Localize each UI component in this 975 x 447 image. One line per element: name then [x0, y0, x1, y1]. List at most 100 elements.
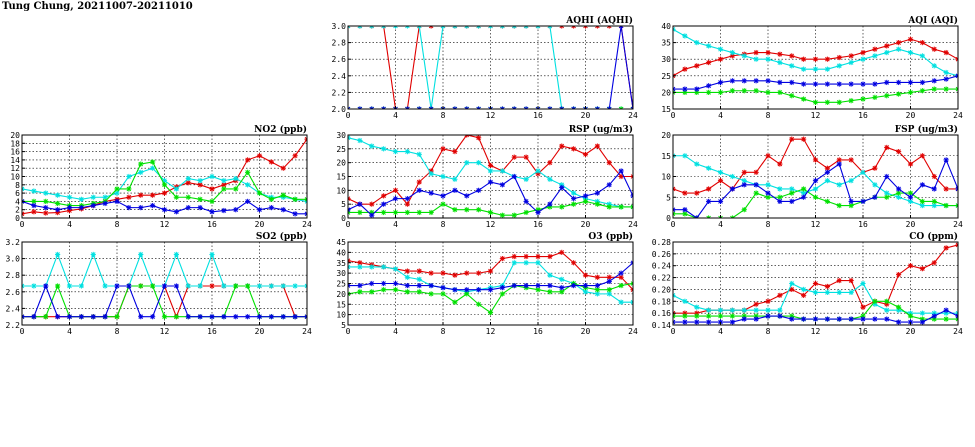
- data-point-red-d2: [304, 138, 307, 142]
- data-point-cyan: [357, 264, 363, 270]
- data-point-blue-d2: [547, 283, 553, 288]
- data-point-blue: [78, 314, 84, 320]
- data-point-cyan: [22, 283, 25, 289]
- data-point-blue-d2: [606, 279, 612, 284]
- data-point-blue: [511, 106, 517, 109]
- data-point-blue-d1: [955, 186, 958, 190]
- data-point-green: [392, 287, 399, 293]
- data-point-green: [717, 313, 724, 319]
- data-point-blue-d2: [348, 207, 351, 211]
- data-point-blue: [765, 313, 771, 319]
- data-point-cyan-d2: [416, 26, 420, 29]
- data-point-green-d2: [777, 194, 783, 200]
- data-point-blue-d2: [430, 106, 434, 109]
- data-point-cyan: [753, 56, 759, 62]
- data-point-cyan-d2: [741, 178, 747, 183]
- data-point-red: [547, 160, 553, 166]
- data-point-green-d2: [464, 207, 470, 213]
- data-point-green: [848, 98, 854, 104]
- series-group: [348, 135, 633, 218]
- data-point-cyan: [896, 46, 902, 52]
- data-point-red-d2: [559, 250, 565, 255]
- y-tick-label: 2.8: [332, 39, 347, 48]
- data-point-green-d2: [884, 194, 890, 200]
- data-point-green: [717, 89, 724, 95]
- data-point-blue-d2: [428, 190, 434, 196]
- data-point-green-d2: [304, 198, 307, 202]
- data-point-red-d2: [606, 160, 612, 165]
- data-point-cyan-d2: [706, 165, 711, 171]
- data-point-cyan: [547, 176, 553, 182]
- data-point-blue-d2: [371, 106, 375, 109]
- data-point-green-d2: [765, 194, 771, 200]
- data-point-cyan: [523, 260, 529, 266]
- data-point-red-d2: [583, 152, 588, 157]
- data-point-blue: [464, 287, 470, 293]
- data-point-blue-d2: [500, 285, 505, 290]
- data-point-blue-d2: [741, 182, 747, 188]
- data-point-blue-d1: [304, 314, 307, 318]
- data-point-blue: [428, 106, 434, 109]
- data-point-blue: [618, 168, 624, 174]
- data-point-blue-d2: [162, 283, 167, 289]
- data-point-blue: [292, 211, 298, 217]
- data-point-blue-d2: [706, 83, 711, 89]
- data-point-cyan: [789, 280, 795, 287]
- data-point-red-d2: [292, 153, 298, 159]
- data-point-green-d2: [547, 289, 553, 295]
- data-point-blue-d2: [55, 207, 60, 213]
- data-point-cyan: [138, 251, 144, 258]
- data-point-blue: [955, 313, 958, 319]
- data-point-green-d1: [673, 91, 676, 95]
- data-point-blue: [55, 314, 61, 320]
- data-point-green: [369, 289, 375, 295]
- data-point-green-d2: [452, 299, 458, 305]
- data-point-red-d2: [825, 56, 830, 62]
- data-point-red: [896, 272, 902, 278]
- data-point-red-d2: [280, 165, 286, 171]
- data-point-blue-d2: [488, 287, 493, 293]
- data-point-cyan-d2: [369, 264, 375, 270]
- data-point-blue-d2: [174, 209, 179, 215]
- data-point-blue: [499, 106, 505, 109]
- data-point-blue-d2: [630, 195, 633, 199]
- data-point-red-d2: [595, 274, 600, 280]
- data-point-red-d2: [126, 194, 132, 200]
- data-point-blue: [836, 161, 842, 167]
- data-point-blue-d2: [836, 81, 842, 87]
- data-point-blue: [440, 193, 446, 199]
- data-point-red: [789, 286, 795, 293]
- data-point-cyan: [404, 274, 410, 280]
- data-point-blue-d2: [79, 205, 84, 210]
- data-point-red-d2: [931, 46, 937, 52]
- data-point-red-d2: [673, 186, 676, 190]
- y-tick-label: 5: [666, 193, 671, 202]
- data-point-red: [487, 268, 494, 274]
- data-point-blue-d2: [416, 188, 422, 193]
- data-point-cyan: [90, 251, 96, 258]
- data-point-red: [476, 135, 482, 141]
- data-point-cyan: [55, 251, 61, 258]
- y-tick-label: 8: [15, 181, 20, 190]
- data-point-cyan: [765, 56, 771, 62]
- data-point-cyan: [872, 182, 878, 188]
- data-point-green: [268, 196, 274, 202]
- data-point-green: [884, 298, 890, 304]
- data-point-blue: [571, 196, 577, 202]
- data-point-cyan-d2: [943, 70, 949, 75]
- data-point-green: [694, 313, 700, 319]
- data-point-green-d2: [630, 282, 633, 286]
- data-point-cyan: [836, 289, 842, 295]
- data-point-blue-d1: [476, 106, 480, 109]
- data-point-red-d2: [836, 157, 842, 163]
- x-tick-label: 16: [533, 327, 543, 336]
- data-point-green: [824, 198, 830, 204]
- data-point-red: [753, 169, 759, 175]
- data-point-blue-d2: [428, 283, 434, 288]
- data-point-blue-d2: [292, 211, 298, 217]
- data-point-red-d1: [673, 75, 676, 79]
- data-point-blue: [836, 81, 842, 87]
- data-point-blue: [884, 316, 890, 322]
- data-point-blue-d1: [348, 208, 351, 213]
- data-point-red: [571, 260, 577, 266]
